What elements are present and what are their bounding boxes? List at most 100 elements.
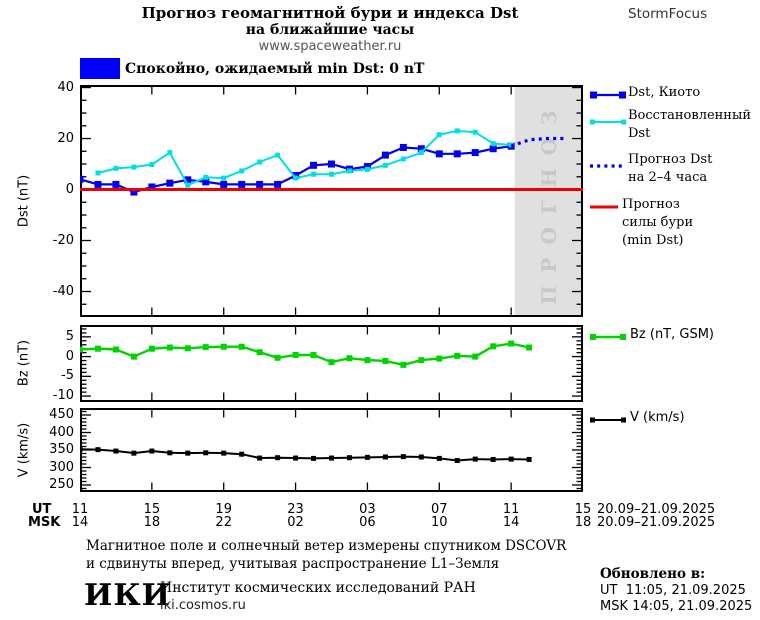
dst_recovered-marker xyxy=(257,159,263,165)
v_speed-marker xyxy=(149,448,155,454)
y-tick-label: 300 xyxy=(49,459,74,475)
dst_recovered-marker xyxy=(239,168,245,174)
dst_recovered-marker xyxy=(454,128,460,134)
ut-row-prefix: UT xyxy=(32,502,52,517)
legend-label-v: V (km/s) xyxy=(630,410,685,425)
y-tick-label: 20 xyxy=(57,130,74,146)
y-tick-label: -40 xyxy=(52,283,74,299)
v_speed-marker xyxy=(80,446,83,452)
bz_gsm-marker xyxy=(166,344,173,351)
bz_gsm-marker xyxy=(436,355,443,362)
dst_kyoto-marker xyxy=(184,176,192,184)
legend-label-bz: Bz (nT, GSM) xyxy=(630,327,715,342)
dst_kyoto-marker xyxy=(130,188,138,196)
legend-swatch-storm-level xyxy=(590,205,618,209)
legend-swatch-recovered-dst xyxy=(590,119,626,125)
dst_recovered-marker xyxy=(490,141,496,147)
bz_gsm-marker xyxy=(454,352,461,359)
bz_gsm-marker xyxy=(184,345,191,352)
v_speed-marker xyxy=(526,456,532,462)
v_speed-marker xyxy=(257,455,263,461)
msk-row-prefix: MSK xyxy=(28,515,61,530)
dst_recovered-marker xyxy=(311,171,317,177)
dst_kyoto-marker xyxy=(80,175,84,183)
dst_kyoto-marker xyxy=(220,180,228,188)
dst_kyoto-marker xyxy=(363,163,371,171)
y-tick-label: 0 xyxy=(65,348,74,364)
figure-title: Прогноз геомагнитной бури и индекса Dst xyxy=(141,4,519,22)
brand-label: StormFocus xyxy=(628,6,708,22)
institute-name: Институт космических исследований РАН xyxy=(160,580,476,596)
msk-hour-label: 14 xyxy=(71,515,89,530)
y-tick-label: 250 xyxy=(49,477,74,492)
dst-axis-title: Dst (nT) xyxy=(16,174,32,228)
y-tick-label: 0 xyxy=(65,181,74,197)
y-tick-label: 400 xyxy=(49,424,74,440)
v_speed-marker xyxy=(167,450,173,456)
legend-swatch-forecast-dst xyxy=(590,164,626,168)
dst_recovered-marker xyxy=(203,174,209,180)
dst_kyoto-marker xyxy=(381,151,389,159)
bz_gsm-marker xyxy=(364,357,371,364)
updated-header: Обновлено в: xyxy=(600,566,706,582)
ut-hour-label: 11 xyxy=(71,502,89,517)
footnote-line-2: и сдвинуты вперед, учитывая распростране… xyxy=(86,556,500,572)
dst_kyoto-marker xyxy=(435,150,443,158)
bz_gsm-marker xyxy=(508,340,515,347)
ut-hour-label: 07 xyxy=(431,502,448,517)
v-axis-title: V (km/s) xyxy=(16,422,32,478)
ut-hour-label: 03 xyxy=(359,502,376,517)
bz_gsm-marker xyxy=(310,352,317,359)
dst_kyoto-marker xyxy=(399,143,407,151)
storm-status-text: Спокойно, ожидаемый min Dst: 0 nT xyxy=(125,61,425,77)
updated-ut: UT 11:05, 21.09.2025 xyxy=(600,583,746,598)
bz_gsm-marker xyxy=(418,357,425,364)
dst_recovered-marker xyxy=(167,150,173,156)
bz-chart xyxy=(80,325,583,402)
y-tick-label: 5 xyxy=(65,328,74,344)
bz_gsm-marker xyxy=(346,355,353,362)
bz_gsm-marker xyxy=(130,353,137,360)
dst_recovered-marker xyxy=(436,132,442,138)
dst_recovered-marker xyxy=(472,129,478,135)
legend-label-forecast-dst-2: на 2–4 часа xyxy=(628,170,708,185)
dst_recovered-marker xyxy=(329,171,334,177)
storm-status-swatch xyxy=(80,58,120,79)
ut-date-range: 20.09–21.09.2025 xyxy=(597,502,716,517)
legend-swatch-dst-kyoto xyxy=(590,91,626,99)
v_speed-marker xyxy=(490,456,496,462)
v_speed-marker xyxy=(203,450,209,456)
dst_kyoto-marker xyxy=(148,183,156,191)
dst_kyoto-marker xyxy=(328,160,335,168)
dst_kyoto-marker xyxy=(166,179,174,187)
site-url: www.spaceweather.ru xyxy=(258,39,402,54)
dst-chart: ПРОГНОЗ xyxy=(80,85,583,317)
dst_recovered-marker xyxy=(131,164,137,170)
bz_gsm-marker xyxy=(220,343,227,350)
footnote-line-1: Магнитное поле и солнечный ветер измерен… xyxy=(86,538,567,554)
ut-hour-label: 19 xyxy=(215,502,232,517)
ut-hour-label: 15 xyxy=(574,502,592,517)
dst_recovered-marker xyxy=(95,170,101,176)
dst_kyoto-marker xyxy=(310,161,318,169)
msk-hour-label: 02 xyxy=(287,515,304,530)
msk-hour-label: 10 xyxy=(431,515,448,530)
dst_kyoto-marker xyxy=(238,180,246,188)
forecast-band-label: ПРОГНОЗ xyxy=(537,98,561,305)
v_speed-marker xyxy=(293,455,299,461)
iki-logo: ИКИ xyxy=(84,578,171,613)
legend-swatch-bz xyxy=(590,334,626,340)
legend-label-storm-level-3: (min Dst) xyxy=(622,233,684,248)
msk-hour-label: 18 xyxy=(143,515,161,530)
ut-hour-label: 11 xyxy=(502,502,520,517)
bz_gsm-marker xyxy=(382,357,389,364)
bz-axis-title: Bz (nT) xyxy=(16,339,32,387)
bz_gsm-marker xyxy=(80,346,83,353)
v_speed-marker xyxy=(382,454,388,460)
bz_gsm-marker xyxy=(400,361,407,368)
dst_kyoto-line xyxy=(80,145,512,194)
dst_recovered-marker xyxy=(346,168,352,174)
dst_kyoto-marker xyxy=(94,180,102,188)
v_speed-marker xyxy=(221,450,227,456)
